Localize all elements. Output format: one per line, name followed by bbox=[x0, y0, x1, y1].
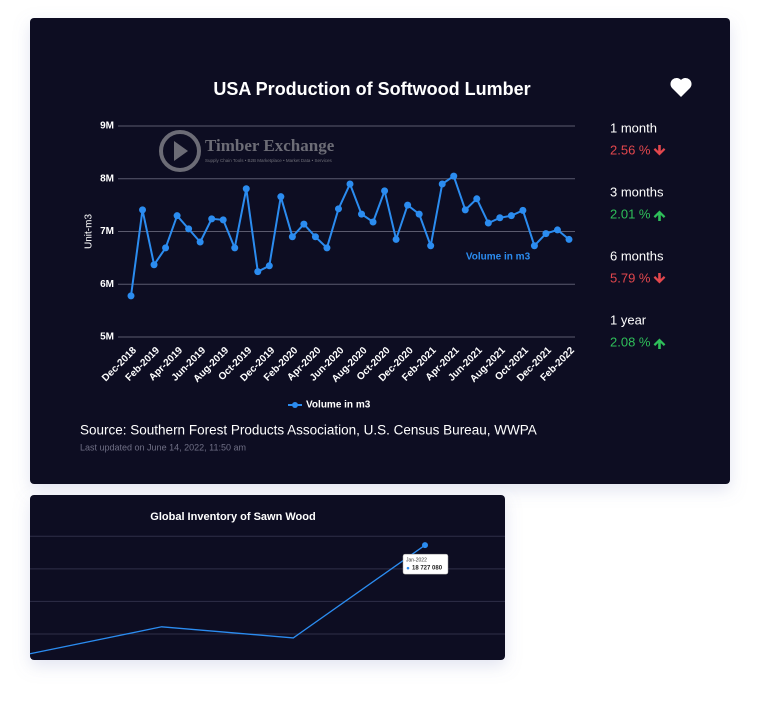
legend-label: Volume in m3 bbox=[306, 400, 371, 411]
data-point bbox=[242, 185, 250, 193]
stat-arrow bbox=[653, 338, 666, 349]
data-point bbox=[519, 206, 527, 214]
stat-period: 3 months bbox=[610, 184, 664, 199]
data-point bbox=[415, 210, 423, 218]
data-point bbox=[358, 210, 366, 218]
data-point bbox=[219, 216, 227, 224]
stat-arrow bbox=[653, 273, 666, 284]
data-point bbox=[208, 215, 216, 223]
stat-arrow bbox=[653, 210, 666, 221]
y-tick-label: 8M bbox=[100, 173, 114, 184]
data-point bbox=[422, 542, 428, 549]
y-tick-label: 6M bbox=[100, 279, 114, 290]
tooltip bbox=[402, 553, 449, 575]
stat-change: 5.79 % bbox=[610, 270, 651, 285]
data-point bbox=[196, 238, 204, 246]
data-point bbox=[404, 201, 412, 209]
tooltip-value: 18 727 080 bbox=[412, 566, 443, 572]
data-point bbox=[254, 268, 262, 276]
tooltip-bullet bbox=[406, 566, 410, 570]
watermark-logo-arrow bbox=[174, 141, 188, 161]
favorite-icon[interactable] bbox=[670, 77, 692, 97]
data-point bbox=[507, 212, 515, 220]
data-point bbox=[450, 172, 458, 180]
data-point bbox=[311, 233, 319, 241]
updated: Last updated on June 14, 2022, 11:50 am bbox=[80, 442, 246, 452]
data-point bbox=[381, 187, 389, 195]
data-point bbox=[542, 230, 550, 238]
watermark: Timber Exchange Supply Chain Tools • B2B… bbox=[159, 130, 335, 172]
y-tick-label: 9M bbox=[100, 121, 114, 132]
stat-period: 1 year bbox=[610, 312, 647, 327]
data-point bbox=[185, 225, 193, 233]
data-point bbox=[473, 195, 481, 203]
stat-change: 2.56 % bbox=[610, 142, 651, 157]
data-point bbox=[323, 244, 331, 252]
annotation: Volume in m3 bbox=[466, 252, 531, 263]
data-point bbox=[277, 193, 285, 201]
series-line bbox=[29, 544, 426, 655]
data-point bbox=[300, 220, 308, 228]
data-point bbox=[150, 261, 158, 269]
data-point bbox=[127, 292, 135, 300]
data-point bbox=[496, 214, 504, 222]
stat-change: 2.01 % bbox=[610, 206, 651, 221]
data-point bbox=[265, 262, 273, 270]
legend-marker bbox=[292, 402, 298, 408]
data-point bbox=[438, 180, 446, 188]
tooltip-category: Jan-2022 bbox=[406, 557, 427, 563]
source: Source: Southern Forest Products Associa… bbox=[80, 423, 537, 438]
data-point bbox=[461, 206, 469, 214]
watermark-logo bbox=[159, 130, 201, 172]
y-tick-label: 5M bbox=[100, 332, 114, 343]
stat-arrow bbox=[653, 145, 666, 156]
watermark-name: Timber Exchange bbox=[205, 136, 335, 155]
stat-period: 1 month bbox=[610, 120, 657, 135]
watermark-tagline: Supply Chain Tools • B2B Marketplace • M… bbox=[205, 158, 332, 163]
data-point bbox=[173, 212, 181, 220]
chart-title: USA Production of Softwood Lumber bbox=[213, 79, 530, 99]
y-tick-label: 7M bbox=[100, 226, 114, 237]
data-point bbox=[530, 242, 538, 250]
data-point bbox=[553, 226, 561, 234]
stat-period: 6 months bbox=[610, 248, 664, 263]
data-point bbox=[162, 244, 170, 252]
data-point bbox=[369, 218, 377, 226]
data-point bbox=[288, 233, 296, 241]
y-axis-label: Unit-m3 bbox=[84, 214, 95, 249]
stat-change: 2.08 % bbox=[610, 334, 651, 349]
data-point bbox=[139, 206, 147, 214]
data-point bbox=[334, 205, 342, 213]
data-point bbox=[231, 244, 239, 252]
chart-title: Global Inventory of Sawn Wood bbox=[150, 511, 315, 523]
data-point bbox=[484, 219, 492, 227]
data-point bbox=[565, 235, 573, 243]
main-card bbox=[30, 18, 730, 484]
data-point bbox=[427, 242, 435, 250]
data-point bbox=[392, 235, 400, 243]
data-point bbox=[346, 180, 354, 188]
